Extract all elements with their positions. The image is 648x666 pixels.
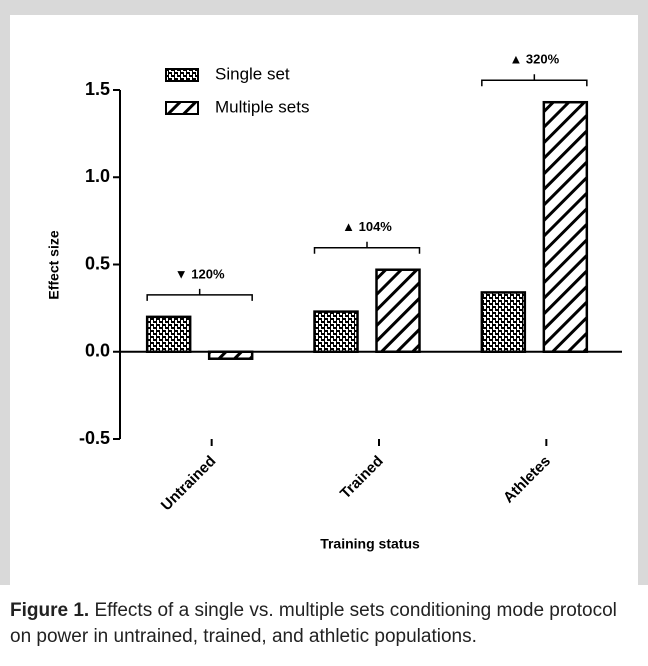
y-tick-label: 0.0	[85, 341, 110, 361]
bar	[207, 350, 254, 360]
x-axis-title: Training status	[320, 536, 420, 552]
caption-label: Figure 1.	[10, 600, 90, 621]
legend-swatch	[165, 68, 199, 82]
caption: Figure 1. Effects of a single vs. multip…	[10, 598, 640, 650]
annotation: ▲ 320%	[509, 52, 559, 67]
y-axis-title: Effect size	[46, 230, 62, 299]
annotation-bracket	[481, 74, 588, 87]
y-tick-label: 1.0	[85, 166, 110, 186]
annotation: ▼ 120%	[175, 266, 225, 281]
bar	[375, 268, 421, 353]
caption-text: Effects of a single vs. multiple sets co…	[10, 600, 617, 647]
bar	[480, 291, 527, 354]
legend-swatch	[165, 101, 199, 115]
y-tick-label: 1.5	[85, 79, 110, 99]
bar	[145, 315, 192, 354]
chart: Training status Effect size -0.5 0.0 0.5 1.…	[0, 0, 648, 585]
legend-label: Single set	[215, 64, 290, 83]
bar	[313, 310, 359, 353]
annotation-bracket	[313, 241, 421, 254]
panel	[10, 15, 638, 585]
y-tick-label: -0.5	[79, 428, 110, 448]
bar	[542, 100, 589, 353]
annotation: ▲ 104%	[342, 219, 392, 234]
y-tick-label: 0.5	[85, 253, 110, 273]
legend-label: Multiple sets	[215, 97, 309, 116]
annotation-bracket	[146, 288, 253, 301]
